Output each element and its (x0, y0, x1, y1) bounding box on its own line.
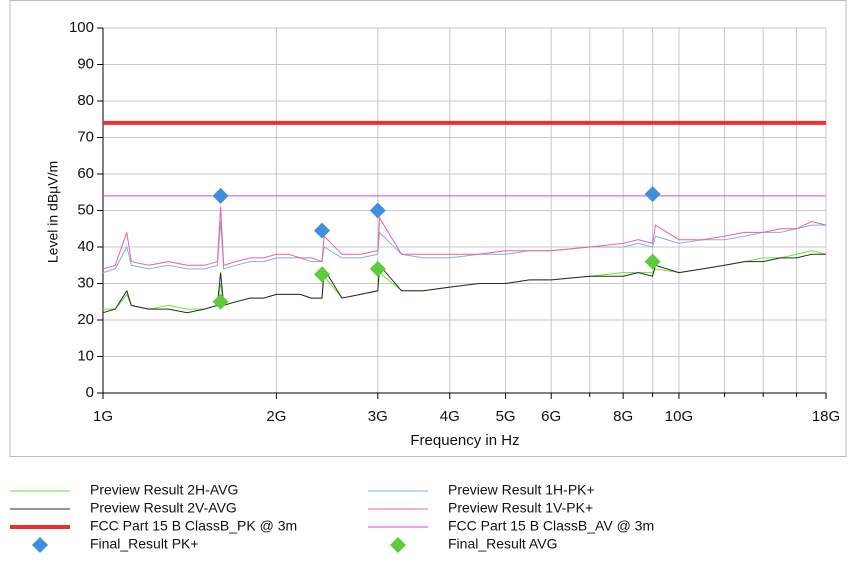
chart-frame (9, 0, 847, 457)
trace (102, 253, 826, 314)
legend-label: Preview Result 1H-PK+ (448, 482, 595, 498)
x-axis-label: Frequency in Hz (410, 432, 519, 449)
y-tick-label: 70 (77, 128, 94, 145)
marker (369, 260, 386, 277)
legend-label: Final_Result PK+ (90, 536, 199, 552)
x-tick-label: 10G (665, 408, 693, 425)
x-tick-label: 1G (93, 408, 113, 425)
y-tick-label: 10 (77, 347, 94, 364)
trace (102, 206, 827, 270)
x-tick-label: 5G (496, 408, 516, 425)
legend-label: Preview Result 1V-PK+ (448, 500, 593, 516)
marker (369, 202, 386, 219)
y-tick-label: 50 (77, 201, 94, 218)
trace (102, 221, 826, 274)
x-tick-label: 4G (440, 408, 460, 425)
y-tick-label: 30 (77, 274, 94, 291)
y-tick-label: 0 (86, 384, 94, 401)
legend-label: FCC Part 15 B ClassB_AV @ 3m (448, 518, 654, 534)
legend-label: Final_Result AVG (448, 536, 557, 552)
marker (212, 293, 229, 310)
y-tick-label: 60 (77, 165, 94, 182)
marker (212, 187, 229, 204)
x-tick-label: 8G (613, 408, 633, 425)
y-tick-label: 100 (69, 19, 94, 36)
legend-label: Preview Result 2H-AVG (90, 482, 238, 498)
marker (644, 253, 661, 270)
marker (313, 266, 330, 283)
marker (644, 186, 661, 203)
y-tick-label: 40 (77, 238, 94, 255)
legend-marker (32, 537, 48, 553)
legend-label: Preview Result 2V-AVG (90, 500, 237, 516)
legend-label: FCC Part 15 B ClassB_PK @ 3m (90, 518, 297, 534)
legend-marker (390, 537, 406, 553)
x-tick-label: 18G (812, 408, 840, 425)
x-tick-label: 2G (266, 408, 286, 425)
y-axis-label: Level in dBµV/m (45, 161, 61, 263)
y-tick-label: 80 (77, 92, 94, 109)
x-tick-label: 6G (541, 408, 561, 425)
x-tick-label: 3G (368, 408, 388, 425)
y-tick-label: 90 (77, 55, 94, 72)
marker (313, 222, 330, 239)
y-tick-label: 20 (77, 311, 94, 328)
